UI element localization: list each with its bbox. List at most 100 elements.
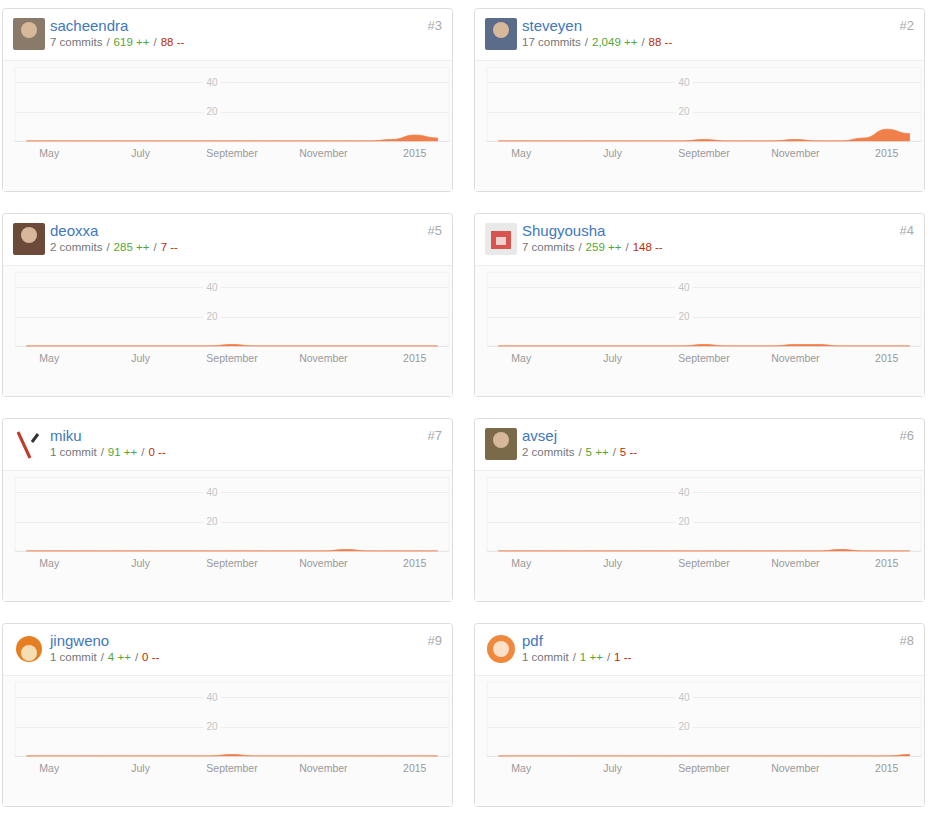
y-tick-label: 20	[206, 311, 218, 322]
header-separator	[3, 60, 452, 61]
tick-label-bg	[675, 691, 693, 702]
x-tick-label: 2015	[875, 352, 899, 364]
chart-background	[475, 60, 924, 191]
tick-label-bg	[675, 76, 693, 87]
contributor-name: pdf	[522, 632, 544, 649]
contributor-name: miku	[50, 427, 82, 444]
avatar	[485, 633, 517, 665]
avatar-shape	[16, 636, 42, 662]
x-tick-label: May	[511, 352, 532, 364]
avatar	[485, 18, 517, 50]
avatar	[13, 428, 45, 460]
grid-line	[487, 287, 921, 288]
y-tick-label: 20	[678, 106, 690, 117]
chart-background	[475, 470, 924, 601]
grid-line	[487, 317, 921, 318]
grid-line	[487, 727, 921, 728]
x-tick-label: 2015	[875, 557, 899, 569]
plot-frame	[15, 272, 449, 346]
stat-text: 259 ++	[586, 241, 622, 253]
grid-line	[15, 492, 449, 493]
grid-line	[15, 727, 449, 728]
grid-line	[487, 522, 921, 523]
stat-text: 2 commits	[50, 241, 103, 253]
y-tick-label: 40	[678, 77, 690, 88]
y-tick-label: 40	[678, 282, 690, 293]
header-separator	[3, 265, 452, 266]
rank: #3	[428, 18, 442, 33]
stat-text: /	[641, 36, 645, 48]
grid-line	[15, 287, 449, 288]
stat-text: /	[613, 446, 617, 458]
contributor-name: steveyen	[522, 17, 582, 34]
x-tick-label: September	[678, 352, 730, 364]
rank: #2	[900, 18, 914, 33]
stat-text: /	[106, 241, 110, 253]
avatar-shape	[493, 641, 509, 657]
stat-text: 0 --	[142, 651, 159, 663]
stat-text: 91 ++	[108, 446, 138, 458]
commit-area	[26, 345, 437, 346]
stat-text: /	[135, 651, 139, 663]
x-tick-label: 2015	[403, 557, 427, 569]
contributor-stats: 2 commits/5 ++/5 --	[522, 446, 637, 458]
plot-frame	[487, 272, 921, 346]
avatar-image	[485, 18, 517, 50]
contributor-card: jingweno1 commit/4 ++/0 --#92040MayJulyS…	[3, 624, 453, 807]
tick-label-bg	[675, 516, 693, 527]
x-tick-label: November	[771, 352, 820, 364]
chart-background	[475, 675, 924, 806]
x-tick-label: November	[771, 557, 820, 569]
avatar-shape	[493, 22, 509, 38]
stat-text: /	[585, 36, 589, 48]
stat-text: /	[607, 651, 611, 663]
x-tick-label: November	[299, 762, 348, 774]
avatar	[485, 223, 517, 255]
avatar-shape	[21, 645, 37, 661]
stat-text: 88 --	[161, 36, 185, 48]
card-frame	[3, 419, 453, 602]
avatar	[13, 223, 45, 255]
contributor-stats: 2 commits/285 ++/7 --	[50, 241, 178, 253]
stat-text: 1 ++	[580, 651, 603, 663]
contributor-stats: 1 commit/1 ++/1 --	[522, 651, 632, 663]
stat-text: 5 --	[620, 446, 637, 458]
y-tick-label: 20	[206, 721, 218, 732]
x-tick-label: July	[131, 352, 150, 364]
contributor-card: deoxxa2 commits/285 ++/7 --#52040MayJuly…	[3, 214, 453, 397]
avatar-image	[13, 633, 45, 665]
contributor-name: jingweno	[49, 632, 109, 649]
marks	[26, 135, 437, 141]
y-tick-label: 20	[678, 721, 690, 732]
tick-label-bg	[203, 486, 221, 497]
marks	[498, 129, 909, 141]
x-tick-label: May	[39, 557, 60, 569]
rank: #6	[900, 428, 914, 443]
stat-text: 0 --	[148, 446, 165, 458]
stat-text: /	[578, 446, 582, 458]
stat-text: 2,049 ++	[592, 36, 638, 48]
x-tick-label: July	[603, 352, 622, 364]
commit-area	[498, 550, 909, 551]
x-tick-label: 2015	[403, 352, 427, 364]
grid-line	[487, 492, 921, 493]
avatar-shape	[491, 231, 511, 249]
tick-label-bg	[203, 691, 221, 702]
avatar-image	[13, 428, 45, 460]
commit-area	[498, 755, 909, 756]
plot-frame	[487, 67, 921, 141]
card-frame	[3, 214, 453, 397]
marks	[26, 345, 437, 346]
stat-text: 619 ++	[114, 36, 150, 48]
header-separator	[475, 265, 924, 266]
x-tick-label: September	[206, 147, 258, 159]
card-frame	[3, 624, 453, 807]
contributor-stats: 7 commits/259 ++/148 --	[522, 241, 663, 253]
x-tick-label: September	[206, 352, 258, 364]
x-tick-label: September	[678, 557, 730, 569]
stat-text: 1 commit	[522, 651, 569, 663]
tick-label-bg	[203, 281, 221, 292]
marks	[26, 755, 437, 756]
x-tick-label: May	[511, 557, 532, 569]
avatar-shape	[32, 434, 38, 442]
